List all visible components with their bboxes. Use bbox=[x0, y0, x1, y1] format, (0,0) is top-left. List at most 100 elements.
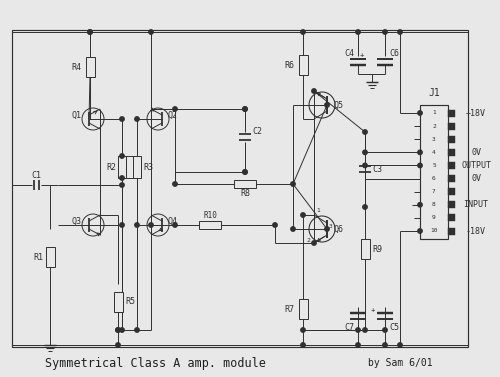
Text: 5: 5 bbox=[432, 163, 436, 168]
Bar bbox=[448, 136, 455, 143]
Circle shape bbox=[418, 163, 422, 168]
Text: +18V: +18V bbox=[466, 109, 486, 118]
Text: Q4: Q4 bbox=[167, 216, 177, 225]
Text: R8: R8 bbox=[240, 190, 250, 199]
Circle shape bbox=[356, 328, 360, 332]
Circle shape bbox=[120, 117, 124, 121]
Text: 3: 3 bbox=[329, 224, 333, 230]
Bar bbox=[86, 57, 94, 77]
Circle shape bbox=[418, 229, 422, 233]
Text: R6: R6 bbox=[284, 60, 294, 69]
Circle shape bbox=[88, 30, 92, 34]
Text: 3: 3 bbox=[432, 137, 436, 142]
Circle shape bbox=[418, 150, 422, 155]
Circle shape bbox=[363, 205, 367, 209]
Bar bbox=[298, 299, 308, 319]
Text: Q3: Q3 bbox=[72, 216, 82, 225]
Text: C1: C1 bbox=[31, 170, 41, 179]
Bar bbox=[448, 123, 455, 130]
Text: 8: 8 bbox=[432, 202, 436, 207]
Circle shape bbox=[116, 343, 120, 347]
Circle shape bbox=[291, 227, 295, 231]
Circle shape bbox=[291, 182, 295, 186]
Bar bbox=[448, 149, 455, 156]
Circle shape bbox=[116, 328, 120, 332]
Text: 2: 2 bbox=[432, 124, 436, 129]
Text: R4: R4 bbox=[71, 63, 81, 72]
Text: 0V: 0V bbox=[471, 148, 481, 157]
Circle shape bbox=[301, 213, 305, 217]
Circle shape bbox=[173, 182, 177, 186]
Circle shape bbox=[88, 30, 92, 34]
Text: 4: 4 bbox=[432, 150, 436, 155]
Circle shape bbox=[301, 343, 305, 347]
Text: 6: 6 bbox=[432, 176, 436, 181]
Bar bbox=[448, 227, 455, 234]
Text: 9: 9 bbox=[432, 215, 436, 221]
Circle shape bbox=[383, 30, 387, 34]
Text: R10: R10 bbox=[203, 210, 217, 219]
Circle shape bbox=[273, 223, 277, 227]
Circle shape bbox=[173, 107, 177, 111]
Circle shape bbox=[418, 202, 422, 207]
Circle shape bbox=[243, 107, 247, 111]
Circle shape bbox=[149, 30, 153, 34]
Circle shape bbox=[363, 163, 367, 168]
Circle shape bbox=[356, 343, 360, 347]
Circle shape bbox=[363, 130, 367, 134]
Text: Symmetrical Class A amp. module: Symmetrical Class A amp. module bbox=[44, 357, 266, 369]
Circle shape bbox=[325, 103, 329, 107]
Bar bbox=[448, 162, 455, 169]
Text: by Sam 6/01: by Sam 6/01 bbox=[368, 358, 432, 368]
Text: Q6: Q6 bbox=[333, 224, 343, 233]
Circle shape bbox=[325, 227, 329, 231]
Circle shape bbox=[120, 154, 124, 158]
Circle shape bbox=[135, 328, 139, 332]
Circle shape bbox=[173, 223, 177, 227]
Circle shape bbox=[135, 223, 139, 227]
Bar bbox=[118, 156, 126, 178]
Circle shape bbox=[135, 117, 139, 121]
Text: R9: R9 bbox=[372, 245, 382, 253]
Bar bbox=[12, 30, 468, 347]
Circle shape bbox=[363, 150, 367, 155]
Text: R7: R7 bbox=[284, 305, 294, 314]
Bar bbox=[448, 188, 455, 195]
Text: 2: 2 bbox=[306, 238, 310, 242]
Text: R3: R3 bbox=[143, 162, 153, 172]
Bar bbox=[133, 156, 141, 178]
Bar bbox=[360, 239, 370, 259]
Text: INPUT: INPUT bbox=[464, 200, 488, 209]
Circle shape bbox=[243, 170, 247, 174]
Text: C5: C5 bbox=[389, 323, 399, 333]
Text: 1: 1 bbox=[316, 208, 320, 213]
Text: R5: R5 bbox=[125, 297, 135, 307]
Circle shape bbox=[120, 176, 124, 180]
Circle shape bbox=[398, 343, 402, 347]
Circle shape bbox=[312, 89, 316, 93]
Circle shape bbox=[383, 328, 387, 332]
Text: 0V: 0V bbox=[471, 174, 481, 183]
Circle shape bbox=[243, 170, 247, 174]
Bar bbox=[448, 201, 455, 208]
Text: -18V: -18V bbox=[466, 227, 486, 236]
Circle shape bbox=[243, 107, 247, 111]
Circle shape bbox=[301, 30, 305, 34]
Bar bbox=[114, 292, 122, 312]
Circle shape bbox=[363, 328, 367, 332]
Circle shape bbox=[116, 328, 120, 332]
Text: C2: C2 bbox=[252, 127, 262, 136]
Text: C3: C3 bbox=[372, 164, 382, 173]
Text: 10: 10 bbox=[430, 228, 438, 233]
Text: +: + bbox=[371, 307, 375, 313]
Bar bbox=[448, 215, 455, 221]
Text: C7: C7 bbox=[344, 323, 354, 333]
Bar bbox=[46, 247, 54, 267]
Text: 7: 7 bbox=[432, 189, 436, 194]
Text: OUTPUT: OUTPUT bbox=[461, 161, 491, 170]
Circle shape bbox=[120, 328, 124, 332]
Bar bbox=[420, 105, 448, 239]
Text: Q5: Q5 bbox=[333, 101, 343, 109]
Text: +: + bbox=[360, 52, 364, 58]
Text: C6: C6 bbox=[389, 49, 399, 58]
